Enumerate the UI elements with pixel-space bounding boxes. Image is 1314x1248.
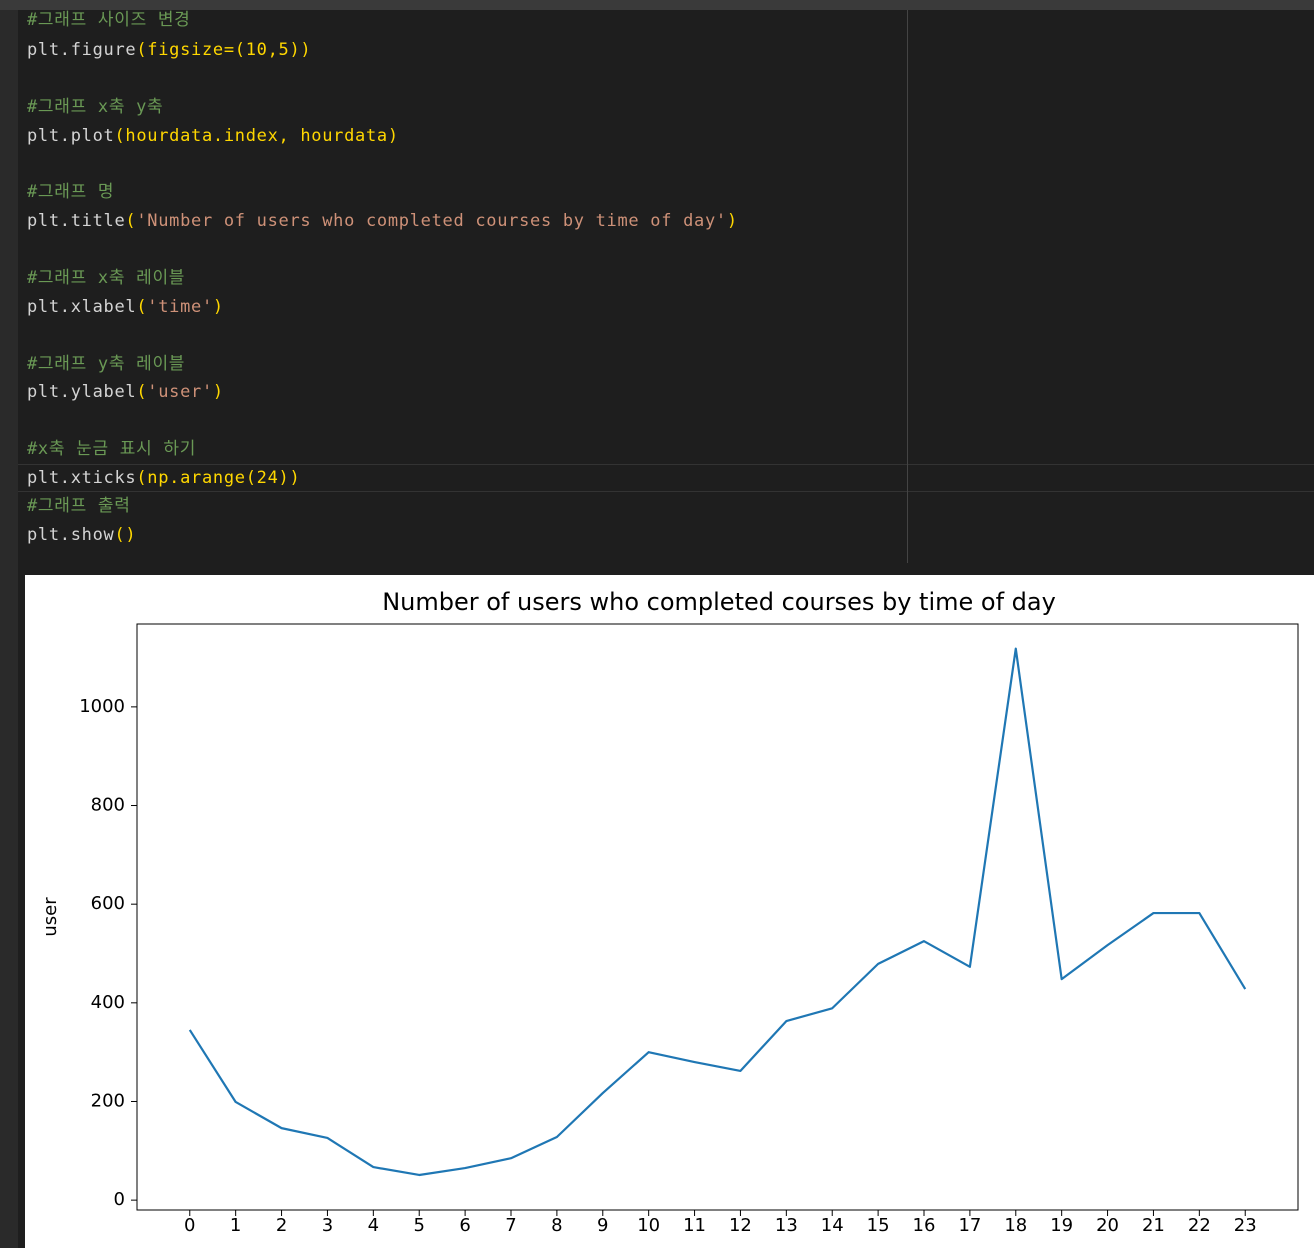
x-tick-label: 12 xyxy=(729,1215,752,1236)
code-token: plt.ylabel xyxy=(27,382,137,402)
y-tick-label: 1000 xyxy=(79,696,125,717)
code-token: ( xyxy=(136,382,148,402)
code-token: 'time' xyxy=(147,297,213,317)
code-token: () xyxy=(114,525,137,545)
y-tick-label: 600 xyxy=(91,893,125,914)
x-tick-label: 23 xyxy=(1234,1215,1257,1236)
x-tick-label: 10 xyxy=(637,1215,660,1236)
code-line: #그래프 사이즈 변경 xyxy=(27,6,191,34)
y-axis-label: user xyxy=(40,897,61,937)
x-tick-label: 13 xyxy=(775,1215,798,1236)
code-token: (hourdata.index, hourdata) xyxy=(114,126,399,146)
x-tick-label: 20 xyxy=(1096,1215,1119,1236)
code-line: #그래프 출력 xyxy=(27,492,131,520)
code-line: #x축 눈금 표시 하기 xyxy=(27,435,196,463)
code-line: plt.ylabel('user') xyxy=(27,378,224,406)
y-tick-label: 400 xyxy=(91,992,125,1013)
code-token: plt.title xyxy=(27,211,126,231)
x-tick-label: 3 xyxy=(322,1215,333,1236)
code-token: (figsize=(10,5)) xyxy=(136,40,312,60)
data-line xyxy=(188,647,1247,1177)
x-tick-label: 17 xyxy=(958,1215,981,1236)
current-line xyxy=(18,464,1314,492)
code-token: 'Number of users who completed courses b… xyxy=(136,211,727,231)
code-token: #그래프 x축 레이블 xyxy=(27,268,186,288)
code-token: plt.show xyxy=(27,525,115,545)
x-tick-label: 16 xyxy=(913,1215,936,1236)
x-tick-label: 0 xyxy=(184,1215,195,1236)
code-token: #그래프 x축 y축 xyxy=(27,97,164,117)
code-line: #그래프 y축 레이블 xyxy=(27,350,185,378)
chart: Number of users who completed courses by… xyxy=(25,575,1314,1248)
code-token: #x축 눈금 표시 하기 xyxy=(27,439,197,459)
x-tick-label: 1 xyxy=(230,1215,241,1236)
y-tick-label: 800 xyxy=(91,795,125,816)
code-token: ( xyxy=(125,211,137,231)
code-token: ) xyxy=(212,297,224,317)
code-line: plt.show() xyxy=(27,521,136,549)
x-tick-label: 6 xyxy=(459,1215,470,1236)
x-tick-label: 22 xyxy=(1188,1215,1211,1236)
gutter xyxy=(0,10,18,1248)
x-tick-label: 15 xyxy=(867,1215,890,1236)
x-tick-label: 21 xyxy=(1142,1215,1165,1236)
code-cell[interactable] xyxy=(18,10,1314,563)
code-line: #그래프 명 xyxy=(27,178,114,206)
code-token: plt.figure xyxy=(27,40,137,60)
code-line: plt.plot(hourdata.index, hourdata) xyxy=(27,122,399,150)
code-token: ) xyxy=(212,382,224,402)
x-tick-label: 19 xyxy=(1050,1215,1073,1236)
x-tick-label: 14 xyxy=(821,1215,844,1236)
code-token: plt.plot xyxy=(27,126,115,146)
ruler xyxy=(907,10,908,563)
x-tick-label: 18 xyxy=(1004,1215,1027,1236)
y-tick-label: 200 xyxy=(91,1090,125,1111)
x-tick-label: 8 xyxy=(551,1215,562,1236)
code-line: plt.xlabel('time') xyxy=(27,293,224,321)
y-tick-label: 0 xyxy=(114,1189,125,1210)
code-token: ) xyxy=(726,211,738,231)
code-line: plt.xticks(np.arange(24)) xyxy=(27,464,300,492)
code-token: ( xyxy=(136,297,148,317)
code-line: plt.title('Number of users who completed… xyxy=(27,207,738,235)
x-tick-label: 9 xyxy=(597,1215,608,1236)
code-line: #그래프 x축 y축 xyxy=(27,93,163,121)
code-token: plt.xticks xyxy=(27,468,137,488)
top-bar xyxy=(0,0,1314,10)
code-token: #그래프 y축 레이블 xyxy=(27,354,186,374)
code-token: #그래프 명 xyxy=(27,182,115,202)
plot-frame xyxy=(136,623,1299,1211)
code-token: 'user' xyxy=(147,382,213,402)
code-token: (np.arange(24)) xyxy=(136,468,301,488)
code-token: plt.xlabel xyxy=(27,297,137,317)
code-line: #그래프 x축 레이블 xyxy=(27,264,185,292)
code-line: plt.figure(figsize=(10,5)) xyxy=(27,36,311,64)
x-tick-label: 11 xyxy=(683,1215,706,1236)
chart-title: Number of users who completed courses by… xyxy=(382,588,1056,616)
x-tick-label: 7 xyxy=(505,1215,516,1236)
code-token: #그래프 출력 xyxy=(27,496,131,516)
code-token: #그래프 사이즈 변경 xyxy=(27,10,191,30)
x-tick-label: 2 xyxy=(276,1215,287,1236)
x-tick-label: 5 xyxy=(413,1215,424,1236)
x-tick-label: 4 xyxy=(368,1215,379,1236)
